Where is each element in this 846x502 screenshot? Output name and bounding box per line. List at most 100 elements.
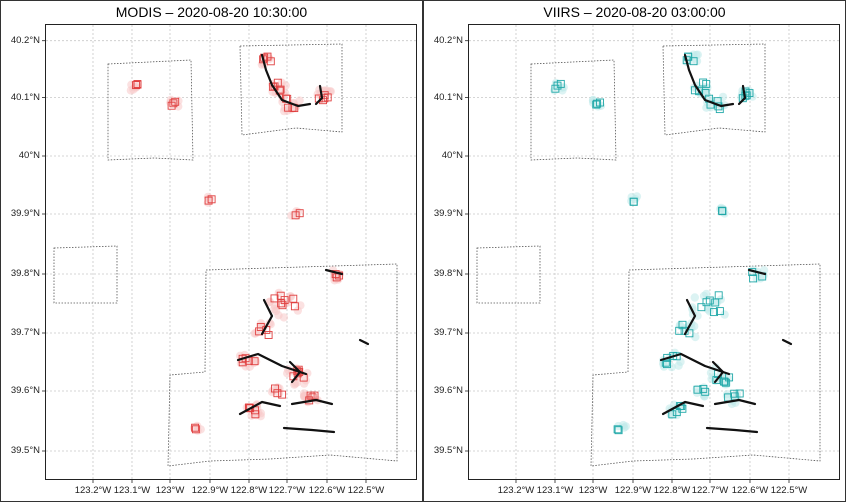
viirs-map: [423, 0, 846, 502]
lat-label: 39.9°N: [10, 208, 40, 219]
fire-perimeter: [683, 298, 697, 336]
hotspot-halo: [274, 288, 283, 298]
hotspot-pixel: [207, 195, 216, 204]
hotspot-pixel: [289, 294, 298, 303]
footprint-west: [476, 245, 541, 304]
hotspot-pixel: [290, 302, 299, 311]
lat-label: 39.9°N: [433, 208, 463, 219]
hotspot-halo: [129, 85, 138, 94]
plot-box: [45, 24, 417, 480]
hotspots: [126, 52, 344, 435]
footprint-south: [167, 263, 398, 467]
lat-label: 39.5°N: [433, 445, 463, 456]
hotspot-halo: [672, 410, 681, 420]
hotspot-pixel: [668, 410, 677, 419]
lon-label: 122.5°W: [347, 485, 385, 496]
hotspot-pixel: [332, 273, 341, 282]
lat-label: 39.6°N: [10, 385, 40, 396]
hotspot-pixel: [191, 423, 200, 432]
hotspot-halo: [756, 274, 765, 283]
hotspot-halo: [627, 196, 636, 206]
hotspot-pixel: [721, 378, 730, 387]
hotspot-pixel: [263, 52, 272, 61]
fire-perimeter: [260, 298, 274, 336]
fire-perimeter: [711, 360, 725, 384]
hotspot-pixel: [699, 384, 708, 393]
lat-label: 39.7°N: [433, 327, 463, 338]
fire-perimeters: [236, 53, 370, 434]
hotspot-pixel: [256, 323, 265, 331]
hotspot-pixel: [614, 426, 623, 435]
fire-perimeter: [747, 268, 767, 276]
hotspot-pixel: [278, 301, 287, 310]
lon-label: 123.1°W: [536, 485, 574, 496]
hotspot-pixel: [745, 89, 754, 98]
hotspot-pixel: [718, 207, 727, 216]
hotspot-pixel: [693, 385, 702, 394]
fire-perimeter: [713, 398, 757, 406]
hotspot-pixel: [553, 81, 562, 90]
hotspot-pixel: [675, 326, 684, 335]
viirs-panel: VIIRS – 2020-08-20 03:00:00 40.2°N 40.1°N…: [423, 0, 846, 502]
fire-perimeter: [358, 338, 370, 346]
hotspot-pixel: [663, 360, 671, 369]
lon-label: 122.8°W: [230, 485, 268, 496]
hotspot-halo: [295, 96, 304, 105]
hotspot-pixel: [741, 91, 750, 100]
hotspot-pixel: [271, 384, 279, 393]
lon-label: 123°W: [578, 485, 608, 496]
fire-perimeter: [282, 426, 336, 434]
hotspot-halo: [558, 86, 567, 95]
hotspot-pixel: [276, 291, 285, 300]
hotspot-pixel: [596, 98, 604, 107]
fire-perimeter: [236, 352, 308, 376]
lon-label: 123°W: [155, 485, 185, 496]
hotspot-halo: [204, 194, 214, 203]
modis-map: [0, 0, 423, 502]
panel-frame: [423, 0, 846, 502]
footprint-north-west: [107, 59, 194, 161]
hotspot-pixel: [695, 87, 704, 96]
lon-label: 123.1°W: [113, 485, 151, 496]
hotspot-pixel: [714, 291, 723, 300]
hotspot-halo: [718, 92, 728, 102]
fire-perimeter: [290, 398, 334, 406]
fire-perimeter: [705, 426, 759, 434]
hotspot-halo: [619, 420, 628, 430]
fire-perimeter: [781, 338, 793, 346]
hotspot-pixel: [323, 93, 332, 102]
hotspot-pixel: [167, 101, 176, 110]
hotspot-halo: [693, 311, 702, 320]
lat-label: 39.8°N: [433, 268, 463, 279]
fire-perimeter: [260, 53, 312, 108]
hotspot-halo: [274, 311, 283, 320]
hotspot-pixel: [749, 274, 758, 283]
lon-label: 122.7°W: [268, 485, 306, 496]
hotspot-pixel: [720, 377, 729, 386]
hotspot-halo: [303, 369, 312, 378]
fire-perimeter: [238, 400, 282, 416]
fire-perimeters: [659, 53, 793, 434]
hotspot-pixel: [246, 404, 255, 413]
lat-label: 39.5°N: [10, 445, 40, 456]
hotspot-pixel: [270, 294, 279, 303]
footprint-north-east: [239, 43, 343, 136]
hotspot-pixel: [295, 209, 304, 218]
hotspot-pixel: [284, 103, 293, 112]
hotspot-pixel: [273, 389, 282, 398]
footprint-north-west: [530, 59, 617, 161]
footprint-west: [53, 245, 118, 304]
fire-perimeter: [324, 268, 344, 276]
hotspot-pixel: [712, 376, 721, 385]
lat-label: 40.1°N: [10, 91, 40, 103]
hotspot-halo: [268, 386, 278, 395]
lon-label: 122.5°W: [770, 485, 808, 496]
lat-label: 40.1°N: [433, 91, 463, 103]
hotspot-halo: [283, 369, 292, 378]
hotspot-pixel: [629, 197, 638, 206]
hotspot-pixel: [291, 211, 300, 220]
hotspot-halo: [196, 425, 205, 434]
fire-perimeter: [661, 400, 705, 416]
hotspot-pixel: [593, 99, 602, 108]
hotspot-pixel: [702, 298, 711, 307]
